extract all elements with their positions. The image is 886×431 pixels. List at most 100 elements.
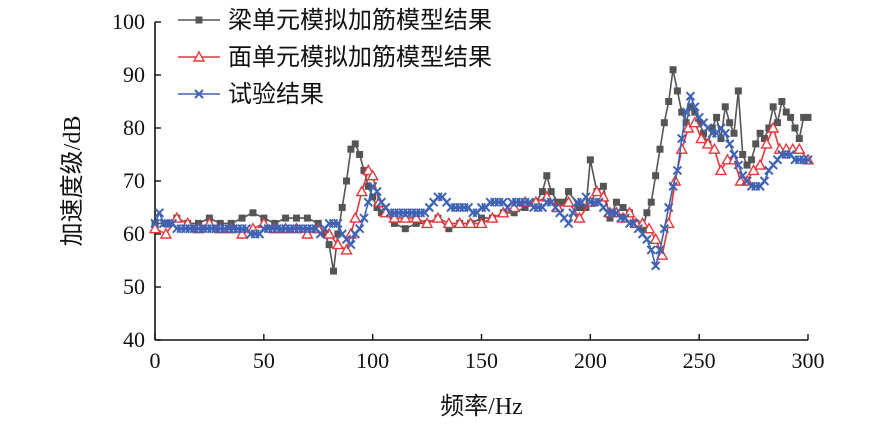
legend-label: 面单元模拟加筋模型结果 xyxy=(228,43,492,71)
y-tick-label: 40 xyxy=(123,327,145,352)
data-point xyxy=(507,201,521,213)
data-point xyxy=(720,128,730,139)
data-point xyxy=(510,209,518,217)
data-point xyxy=(729,149,739,160)
data-point xyxy=(560,198,568,206)
data-point xyxy=(364,182,372,190)
data-point xyxy=(321,230,329,238)
data-point xyxy=(669,66,677,74)
data-point xyxy=(643,209,651,217)
data-point xyxy=(734,87,742,95)
data-point xyxy=(677,133,687,144)
data-point xyxy=(695,132,708,144)
x-tick-label: 50 xyxy=(253,348,275,373)
data-point xyxy=(329,267,337,275)
data-point xyxy=(656,145,664,153)
data-point xyxy=(159,227,173,239)
data-point xyxy=(701,137,715,149)
data-point xyxy=(238,214,246,222)
data-point xyxy=(713,113,721,121)
y-tick-label: 90 xyxy=(123,62,145,87)
data-point xyxy=(673,87,681,95)
data-point xyxy=(346,239,356,250)
data-point xyxy=(390,219,398,227)
data-point xyxy=(148,222,162,234)
legend-item: 试验结果 xyxy=(178,80,324,108)
data-point xyxy=(431,211,445,223)
data-point xyxy=(804,113,812,121)
data-point xyxy=(765,124,773,132)
y-tick-label: 60 xyxy=(123,221,145,246)
data-point xyxy=(760,137,773,149)
data-point xyxy=(739,151,747,158)
data-point xyxy=(636,216,649,229)
data-point xyxy=(303,214,311,222)
data-point xyxy=(686,103,694,111)
data-point xyxy=(420,216,434,229)
data-point xyxy=(726,119,734,127)
y-tick-label: 100 xyxy=(112,9,145,34)
data-point xyxy=(586,156,594,164)
data-point xyxy=(695,119,703,127)
data-point xyxy=(747,156,755,164)
data-point xyxy=(322,227,336,239)
y-tick-label: 50 xyxy=(123,274,145,299)
data-point xyxy=(301,227,314,239)
axes xyxy=(154,21,809,341)
data-point xyxy=(756,129,764,137)
x-axis-label: 频率/Hz xyxy=(440,393,523,420)
data-point xyxy=(355,185,368,197)
y-tick-label: 70 xyxy=(123,168,145,193)
data-point xyxy=(766,121,780,133)
data-point xyxy=(646,245,656,255)
legend-label: 试验结果 xyxy=(228,80,324,108)
data-point xyxy=(675,142,688,154)
data-point xyxy=(388,211,401,223)
data-point xyxy=(373,204,381,211)
data-point xyxy=(354,223,365,234)
data-point xyxy=(575,204,583,211)
data-point xyxy=(568,208,578,218)
legend-marker xyxy=(192,50,206,62)
x-tick-label: 250 xyxy=(683,348,716,373)
data-point xyxy=(573,211,586,223)
data-point xyxy=(803,155,813,165)
data-point xyxy=(150,218,160,229)
data-point xyxy=(333,218,343,229)
data-point xyxy=(521,204,529,211)
tick-labels: 40 50 60 70 80 90 100 0 50 100 150 200 250 300 xyxy=(112,9,825,373)
data-point xyxy=(724,139,735,149)
data-point xyxy=(690,102,700,112)
data-point xyxy=(154,208,165,218)
data-point xyxy=(170,211,183,223)
data-point xyxy=(700,129,708,137)
data-point xyxy=(359,213,369,223)
data-point xyxy=(372,186,382,197)
data-point xyxy=(743,161,751,169)
data-point xyxy=(235,227,249,239)
data-point xyxy=(562,195,575,207)
data-point xyxy=(730,129,738,137)
series-line xyxy=(155,69,808,272)
y-axis-label: 加速度级/dB xyxy=(59,116,86,247)
data-point xyxy=(787,113,795,121)
data-point xyxy=(659,223,670,234)
data-point xyxy=(249,209,257,217)
data-point xyxy=(649,232,662,245)
data-point xyxy=(410,211,423,223)
legend-marker xyxy=(195,16,203,24)
legend-marker xyxy=(194,89,204,99)
data-point xyxy=(543,172,551,180)
data-point xyxy=(325,241,333,249)
data-point xyxy=(714,163,728,176)
data-point xyxy=(464,216,477,229)
data-point xyxy=(331,238,345,250)
legend-label: 梁单元模拟加筋模型结果 xyxy=(228,6,492,34)
data-point xyxy=(774,119,782,127)
data-point xyxy=(453,216,466,229)
data-point xyxy=(366,169,379,181)
data-point xyxy=(597,190,610,202)
data-point xyxy=(497,206,510,218)
data-point xyxy=(292,214,300,222)
